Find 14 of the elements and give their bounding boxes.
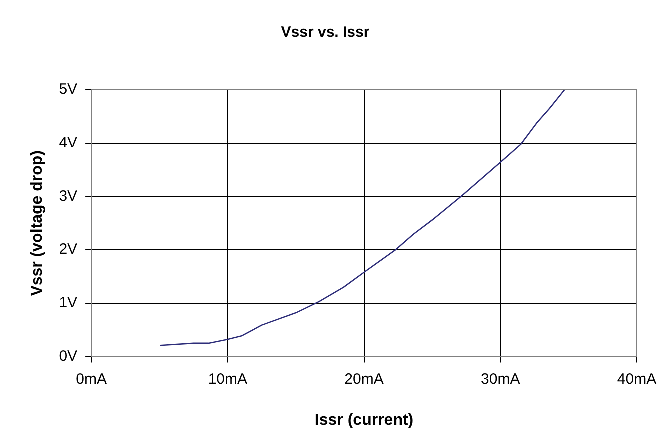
- y-axis-title: Vssr (voltage drop): [29, 150, 46, 296]
- x-tick-label: 0mA: [76, 370, 107, 388]
- y-tick-label: 5V: [59, 81, 78, 98]
- x-tick-label: 20mA: [344, 370, 384, 388]
- y-tick-label: 0V: [59, 348, 78, 365]
- y-tick-label: 2V: [59, 241, 78, 258]
- x-axis-title: Issr (current): [314, 412, 414, 429]
- chart-title: Vssr vs. Issr: [281, 24, 370, 42]
- x-tick-label: 30mA: [481, 370, 520, 388]
- x-tick-label: 40mA: [617, 370, 657, 388]
- x-tick-label: 10mA: [208, 370, 248, 388]
- y-tick-label: 4V: [59, 134, 78, 152]
- y-tick-label: 1V: [59, 294, 78, 312]
- y-tick-label: 3V: [59, 188, 78, 205]
